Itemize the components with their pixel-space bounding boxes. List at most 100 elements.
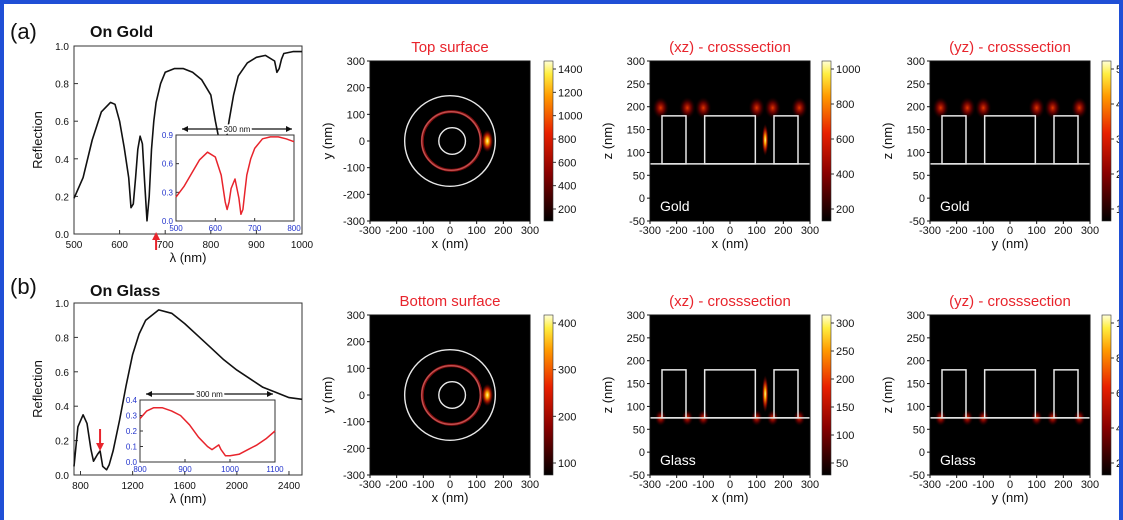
y-tick-label: 200 bbox=[907, 356, 925, 368]
inset-x-tick-label: 800 bbox=[287, 224, 301, 233]
scale-arrow-head-right bbox=[286, 126, 292, 132]
inset-y-tick-label: 0.0 bbox=[162, 217, 174, 226]
colorbar-tick-label: 600 bbox=[558, 157, 576, 169]
field-background bbox=[370, 61, 530, 221]
colorbar-tick-label: 400 bbox=[836, 169, 854, 181]
x-tick-label: 2000 bbox=[226, 481, 249, 492]
x-tick-label: 800 bbox=[202, 240, 219, 251]
colorbar-tick-label: 20 bbox=[1116, 458, 1119, 470]
y-tick-label: -50 bbox=[909, 216, 925, 228]
colorbar-tick-label: 400 bbox=[1116, 99, 1119, 111]
field-background bbox=[650, 315, 810, 475]
colorbar-tick-label: 100 bbox=[1116, 204, 1119, 216]
scale-arrow-label: 300 nm bbox=[196, 390, 223, 399]
y-tick-label: 300 bbox=[347, 56, 365, 68]
x-tick-label: 1200 bbox=[122, 481, 145, 492]
y-tick-label: 250 bbox=[627, 333, 645, 345]
x-tick-label: 300 bbox=[1081, 225, 1099, 237]
y-tick-label: 200 bbox=[347, 83, 365, 95]
colorbar-tick-label: 80 bbox=[1116, 353, 1119, 365]
y-axis-label: z (nm) bbox=[880, 123, 895, 160]
hotspot bbox=[481, 383, 494, 407]
inset-y-tick-label: 0.3 bbox=[126, 412, 138, 421]
marker-arrow-head bbox=[96, 443, 105, 451]
x-tick-label: -200 bbox=[386, 479, 408, 491]
y-tick-label: -300 bbox=[343, 470, 365, 482]
x-tick-label: 300 bbox=[521, 225, 539, 237]
pillar-outline bbox=[983, 115, 1037, 165]
x-tick-label: 200 bbox=[494, 479, 512, 491]
y-tick-label: 0 bbox=[359, 136, 365, 148]
x-tick-label: 2400 bbox=[278, 481, 301, 492]
colorbar bbox=[821, 314, 832, 476]
colorbar-tick-label: 300 bbox=[558, 365, 576, 377]
x-tick-label: 300 bbox=[1081, 479, 1099, 491]
pillar-outline bbox=[703, 115, 757, 165]
x-tick-label: -300 bbox=[919, 479, 941, 491]
x-axis-label: x (nm) bbox=[432, 236, 469, 251]
panel-title: (yz) - crosssection bbox=[949, 39, 1071, 56]
y-axis-label: z (nm) bbox=[600, 377, 615, 414]
edge-glow bbox=[1044, 97, 1061, 119]
inset-y-tick-label: 0.4 bbox=[126, 396, 138, 405]
plot-frame bbox=[73, 302, 303, 476]
x-tick-label: 100 bbox=[467, 479, 485, 491]
row-title-b: On Glass bbox=[90, 283, 160, 300]
y-tick-label: 0.2 bbox=[55, 192, 69, 203]
a-spectrum-chart: 0.0 0.2 0.4 0.6 0.8 1.0 500 600 700 800 900 1000 λ (… bbox=[30, 42, 314, 265]
y-tick-label: 0 bbox=[919, 193, 925, 205]
inset-series-line bbox=[139, 407, 276, 457]
colorbar bbox=[1101, 60, 1112, 222]
b-bottom-surface-heatmap: Bottom surface -300 -200 -100 0 100 200 300 300 2… bbox=[320, 293, 576, 505]
ring-outline bbox=[438, 380, 467, 410]
y-tick-label: 100 bbox=[907, 401, 925, 413]
inset-y-tick-label: 0.9 bbox=[162, 131, 174, 140]
colorbar-tick-label: 800 bbox=[836, 99, 854, 111]
inset-y-tick-label: 0.0 bbox=[126, 458, 138, 467]
y-tick-label: 100 bbox=[627, 401, 645, 413]
x-tick-label: 0 bbox=[1007, 225, 1013, 237]
colorbar-tick-label: 40 bbox=[1116, 423, 1119, 435]
colorbar-tick-label: 100 bbox=[558, 458, 576, 470]
colorbar-tick-label: 300 bbox=[836, 318, 854, 330]
y-tick-label: 200 bbox=[347, 337, 365, 349]
x-tick-label: 0 bbox=[727, 225, 733, 237]
y-axis-label: y (nm) bbox=[320, 123, 335, 160]
x-tick-label: -100 bbox=[412, 479, 434, 491]
ring-outline bbox=[403, 348, 497, 442]
y-tick-label: -50 bbox=[909, 470, 925, 482]
x-tick-label: 200 bbox=[774, 479, 792, 491]
x-tick-label: 300 bbox=[521, 479, 539, 491]
colorbar-tick-label: 200 bbox=[836, 374, 854, 386]
inset-y-tick-label: 0.6 bbox=[162, 160, 174, 169]
colorbar-tick-label: 200 bbox=[558, 204, 576, 216]
x-axis-label: λ (nm) bbox=[170, 250, 207, 265]
y-tick-label: 150 bbox=[627, 125, 645, 137]
b-spectrum-chart: 0.0 0.2 0.4 0.6 0.8 1.0 800 1200 1600 2000 2400 λ (… bbox=[30, 299, 303, 506]
x-tick-label: -200 bbox=[666, 225, 688, 237]
y-tick-label: -200 bbox=[343, 189, 365, 201]
substrate-label: Gold bbox=[940, 198, 970, 214]
inset-x-tick-label: 500 bbox=[169, 224, 183, 233]
substrate-label: Glass bbox=[940, 452, 976, 468]
pillar-outline bbox=[773, 369, 799, 419]
x-tick-label: -300 bbox=[639, 225, 661, 237]
panel-title: (xz) - crosssection bbox=[669, 293, 791, 310]
series-line bbox=[73, 309, 303, 471]
colorbar-tick-label: 150 bbox=[836, 402, 854, 414]
y-tick-label: 300 bbox=[627, 56, 645, 68]
x-axis-label: x (nm) bbox=[712, 236, 749, 251]
y-axis-label: Reflection bbox=[30, 111, 45, 169]
edge-glow bbox=[652, 97, 669, 119]
inset-x-tick-label: 1100 bbox=[266, 465, 284, 474]
y-tick-label: -200 bbox=[343, 443, 365, 455]
x-tick-label: -300 bbox=[639, 479, 661, 491]
pillar-outline bbox=[703, 369, 757, 419]
a-yz-heatmap: (yz) - crosssection Gold -300 -200 -100 0 100 2… bbox=[880, 39, 1119, 251]
y-tick-label: 300 bbox=[347, 310, 365, 322]
x-tick-label: 0 bbox=[1007, 479, 1013, 491]
colorbar-tick-label: 50 bbox=[836, 458, 848, 470]
colorbar-tick-label: 800 bbox=[558, 134, 576, 146]
field-background bbox=[930, 61, 1090, 221]
pillar-outline bbox=[983, 369, 1037, 419]
